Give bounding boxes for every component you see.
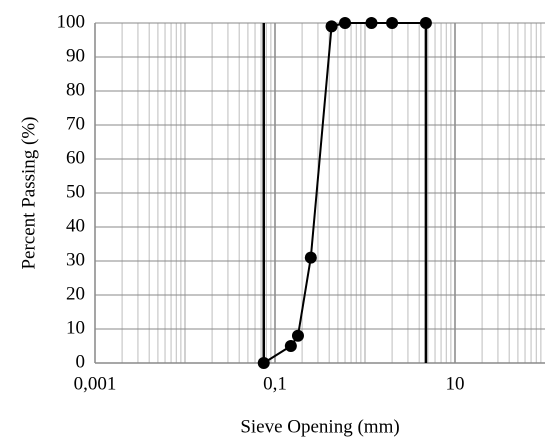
y-tick-label: 60 xyxy=(66,147,85,168)
y-tick-label: 100 xyxy=(57,11,86,32)
data-point xyxy=(257,357,270,369)
data-point xyxy=(284,340,297,352)
x-tick-label: 10 xyxy=(446,373,465,394)
y-tick-label: 70 xyxy=(66,113,85,134)
y-tick-label: 20 xyxy=(66,283,85,304)
x-axis-label: Sieve Opening (mm) xyxy=(240,416,399,437)
y-tick-label: 80 xyxy=(66,79,85,100)
y-tick-label: 0 xyxy=(76,351,86,372)
y-axis-label: Percent Passing (%) xyxy=(18,116,39,269)
y-tick-label: 50 xyxy=(66,181,85,202)
x-tick-label: 0,1 xyxy=(263,373,287,394)
y-tick-label: 30 xyxy=(66,249,85,270)
data-point xyxy=(339,17,352,29)
data-point xyxy=(386,17,399,29)
y-tick-label: 40 xyxy=(66,215,85,236)
data-point xyxy=(365,17,378,29)
data-point xyxy=(291,329,304,342)
x-tick-label: 0,001 xyxy=(74,373,117,394)
data-point xyxy=(419,17,432,29)
y-tick-label: 10 xyxy=(66,317,85,338)
y-tick-label: 90 xyxy=(66,45,85,66)
data-point xyxy=(304,251,317,264)
data-point xyxy=(325,20,338,33)
